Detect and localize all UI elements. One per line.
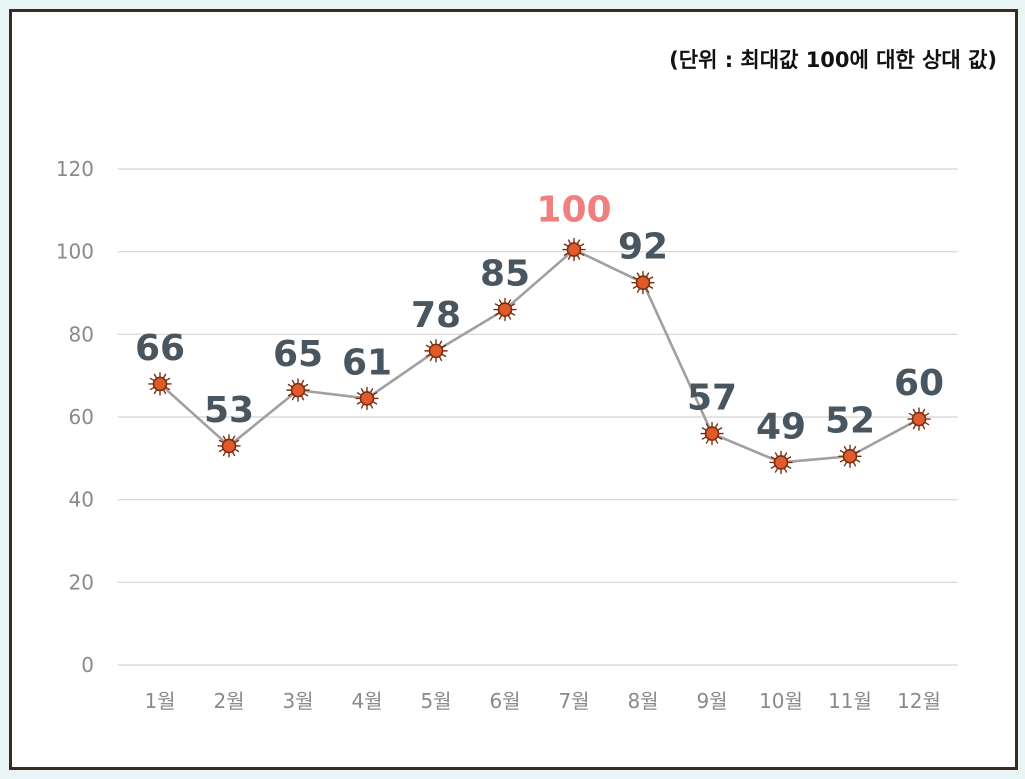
data-label-peak: 100 xyxy=(536,190,611,231)
series-line xyxy=(159,248,920,464)
x-tick-label: 5월 xyxy=(420,689,451,713)
x-tick-label: 8월 xyxy=(627,689,658,713)
data-label: 65 xyxy=(273,334,323,375)
y-tick-label: 80 xyxy=(69,322,94,346)
x-tick-label: 11월 xyxy=(828,689,872,713)
data-label: 78 xyxy=(411,295,461,336)
x-tick-label: 12월 xyxy=(897,689,941,713)
data-point-marker xyxy=(907,407,931,431)
data-point-marker xyxy=(838,444,862,468)
data-point-marker xyxy=(700,421,724,446)
x-tick-label: 3월 xyxy=(282,689,313,713)
x-tick-label: 7월 xyxy=(558,689,589,713)
x-tick-label: 1월 xyxy=(144,689,175,713)
x-tick-label: 4월 xyxy=(351,689,382,713)
data-label: 49 xyxy=(756,406,806,447)
data-point-marker xyxy=(355,386,379,411)
data-label: 66 xyxy=(135,328,185,369)
y-tick-label: 20 xyxy=(69,570,94,594)
y-tick-label: 100 xyxy=(56,240,94,264)
chart-frame xyxy=(9,9,1018,770)
data-label: 57 xyxy=(687,378,737,419)
unit-note: (단위 : 최대값 100에 대한 상대 값) xyxy=(669,48,997,72)
data-point-marker xyxy=(493,297,517,322)
data-label: 61 xyxy=(342,342,392,383)
data-point-marker xyxy=(562,237,586,262)
x-tick-label: 10월 xyxy=(759,689,803,713)
x-tick-label: 9월 xyxy=(696,689,727,713)
data-label: 52 xyxy=(825,400,875,441)
x-tick-label: 6월 xyxy=(489,689,520,713)
data-label: 60 xyxy=(894,363,944,404)
data-point-marker xyxy=(631,270,655,295)
data-label: 53 xyxy=(204,390,254,431)
y-tick-label: 40 xyxy=(69,488,94,512)
data-point-marker xyxy=(148,372,172,396)
data-point-marker xyxy=(217,434,241,458)
y-tick-label: 0 xyxy=(81,653,94,677)
x-tick-label: 2월 xyxy=(213,689,244,713)
data-label: 92 xyxy=(618,227,668,268)
y-tick-label: 60 xyxy=(69,405,94,429)
data-point-marker xyxy=(286,378,310,402)
data-label: 85 xyxy=(480,254,530,295)
data-point-marker xyxy=(424,339,448,363)
y-tick-label: 120 xyxy=(56,157,94,181)
data-point-marker xyxy=(769,450,793,475)
